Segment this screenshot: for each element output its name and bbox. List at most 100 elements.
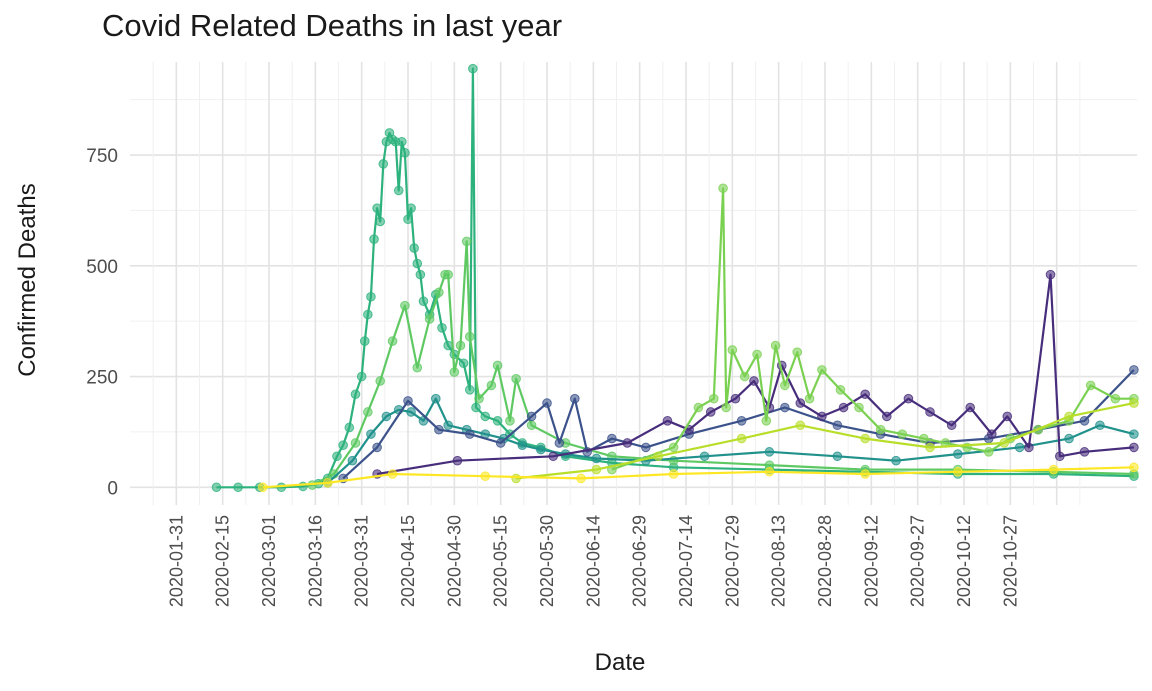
x-tick-label: 2020-06-29 [630, 515, 650, 607]
series-line [515, 402, 1135, 480]
data-point [792, 347, 803, 357]
data-point [1079, 447, 1090, 457]
x-tick-label: 2020-04-30 [444, 515, 464, 607]
y-axis-title: Confirmed Deaths [14, 183, 41, 376]
data-point [576, 473, 586, 484]
data-point [443, 420, 453, 431]
data-point [468, 63, 478, 74]
data-point [860, 389, 870, 400]
data-point [486, 380, 497, 391]
data-point [1064, 433, 1074, 444]
data-point [860, 469, 870, 479]
data-point [946, 420, 957, 431]
data-point [363, 309, 373, 320]
data-point [403, 396, 413, 406]
data-point [1129, 365, 1139, 375]
data-point [752, 349, 762, 360]
data-point [770, 340, 781, 351]
series-1 [307, 236, 1139, 490]
data-point [387, 469, 398, 479]
x-tick-label: 2020-09-12 [861, 515, 881, 607]
data-point [356, 371, 367, 382]
data-point [795, 420, 806, 431]
series-group [211, 63, 1139, 493]
x-tick-label: 2020-09-27 [908, 515, 928, 607]
x-tick-label: 2020-05-30 [537, 515, 557, 607]
data-point [464, 385, 475, 395]
y-tick-label: 500 [86, 257, 118, 278]
chart-title: Covid Related Deaths in last year [102, 8, 563, 43]
series-line [311, 240, 1134, 487]
data-point [838, 402, 849, 413]
data-point [705, 407, 716, 417]
data-point [983, 447, 994, 457]
data-point [699, 451, 710, 462]
data-point [881, 411, 892, 422]
data-point [443, 269, 453, 280]
data-point [505, 416, 515, 426]
data-point [1002, 411, 1013, 422]
data-point [381, 411, 392, 422]
data-point [854, 402, 864, 413]
data-point [511, 473, 521, 484]
data-point [397, 136, 407, 147]
data-point [875, 424, 886, 435]
x-tick-label: 2020-07-29 [722, 515, 742, 607]
data-point [739, 371, 750, 382]
data-point [406, 203, 416, 213]
y-tick-label: 750 [86, 146, 118, 167]
data-point [897, 429, 908, 439]
series-0 [211, 63, 1139, 493]
data-point [736, 433, 747, 444]
data-point [1054, 451, 1065, 462]
data-point [736, 416, 747, 426]
y-tick-label: 0 [107, 478, 118, 499]
data-point [795, 398, 806, 408]
data-point [480, 411, 491, 422]
data-point [919, 433, 929, 444]
data-point [434, 424, 444, 435]
data-point [387, 336, 398, 346]
data-point [804, 393, 815, 404]
data-point [591, 453, 602, 464]
x-tick-label: 2020-03-16 [305, 515, 325, 607]
data-point [495, 438, 506, 448]
data-point [925, 407, 935, 417]
data-point [526, 420, 537, 431]
data-point [607, 433, 617, 444]
data-point [891, 455, 901, 466]
data-point [412, 362, 423, 373]
data-point [393, 185, 404, 196]
data-point [363, 407, 373, 417]
data-point [570, 393, 580, 404]
data-point [338, 440, 348, 450]
x-tick-label: 2020-07-14 [676, 515, 696, 607]
data-point [1129, 442, 1139, 453]
data-point [668, 442, 679, 453]
x-tick-label: 2020-08-13 [769, 515, 789, 607]
data-point [780, 402, 790, 413]
data-point [511, 373, 521, 384]
series-7 [258, 462, 1139, 493]
data-point [709, 393, 719, 404]
data-point [1048, 464, 1059, 475]
data-point [461, 236, 472, 247]
data-point [1129, 398, 1139, 408]
data-point [455, 340, 466, 351]
x-axis-title: Date [595, 649, 646, 676]
data-point [727, 345, 738, 355]
data-point [449, 367, 460, 377]
data-point [832, 451, 843, 462]
data-point [764, 466, 775, 477]
x-axis-ticks: 2020-01-31 2020-02-15 2020-03-01 2020-03-16… [166, 515, 1020, 607]
x-tick-label: 2020-10-27 [1000, 515, 1020, 607]
data-point [464, 429, 475, 439]
data-point [366, 429, 376, 439]
data-point [1064, 411, 1074, 422]
x-tick-label: 2020-01-31 [166, 515, 186, 607]
data-point [1129, 429, 1139, 439]
data-point [965, 402, 975, 413]
data-point [350, 438, 361, 448]
data-point [780, 380, 790, 391]
data-point [332, 451, 342, 462]
